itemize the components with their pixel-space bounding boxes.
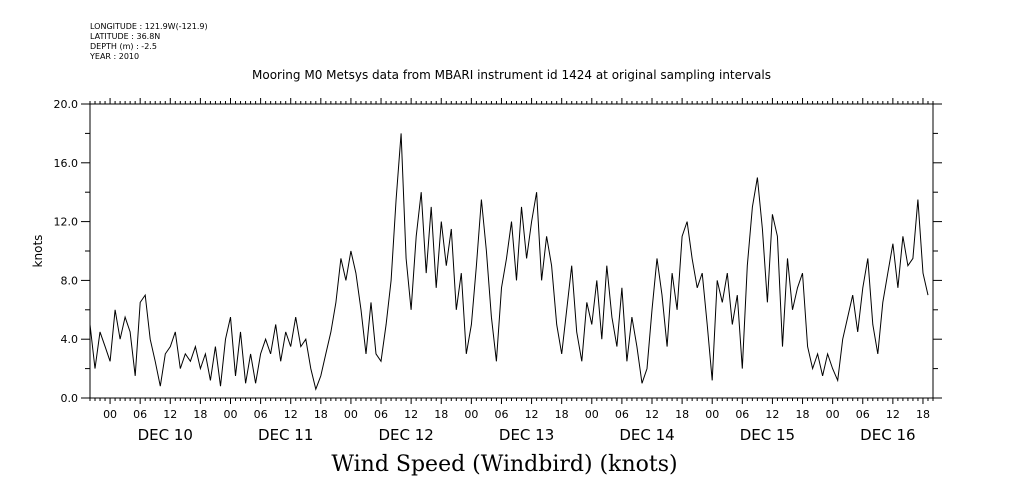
x-tick-label: 06 [133, 408, 147, 421]
day-label: DEC 11 [258, 426, 313, 444]
x-tick-label: 12 [404, 408, 418, 421]
year-label: YEAR : 2010 [90, 52, 140, 61]
day-label: DEC 12 [378, 426, 433, 444]
y-tick-label: 4.0 [61, 333, 79, 346]
x-tick-label: 18 [796, 408, 810, 421]
x-tick-label: 00 [464, 408, 478, 421]
x-tick-label: 18 [193, 408, 207, 421]
x-tick-label: 00 [705, 408, 719, 421]
x-tick-label: 00 [344, 408, 358, 421]
y-tick-label: 16.0 [54, 157, 79, 170]
wind-speed-series-line [89, 133, 929, 391]
x-tick-label: 12 [765, 408, 779, 421]
day-label: DEC 16 [860, 426, 915, 444]
x-tick-label: 06 [494, 408, 508, 421]
x-tick-label: 18 [916, 408, 930, 421]
latitude-label: LATITUDE : 36.8N [90, 32, 161, 41]
day-label: DEC 14 [619, 426, 674, 444]
day-label: DEC 13 [499, 426, 554, 444]
x-tick-label: 00 [103, 408, 117, 421]
x-tick-label: 12 [886, 408, 900, 421]
x-tick-label: 18 [675, 408, 689, 421]
x-tick-label: 00 [585, 408, 599, 421]
x-tick-label: 00 [224, 408, 238, 421]
chart-title: Mooring M0 Metsys data from MBARI instru… [252, 68, 771, 82]
x-tick-label: 18 [434, 408, 448, 421]
x-tick-label: 12 [284, 408, 298, 421]
y-tick-label: 12.0 [54, 216, 79, 229]
x-tick-label: 06 [615, 408, 629, 421]
y-tick-label: 8.0 [61, 274, 79, 287]
x-tick-label: 06 [254, 408, 268, 421]
y-tick-label: 0.0 [61, 392, 79, 405]
x-tick-label: 06 [735, 408, 749, 421]
x-tick-label: 12 [645, 408, 659, 421]
depth-label: DEPTH (m) : -2.5 [90, 42, 157, 51]
x-tick-label: 00 [826, 408, 840, 421]
figure-caption: Wind Speed (Windbird) (knots) [331, 452, 678, 477]
x-tick-label: 18 [314, 408, 328, 421]
longitude-label: LONGITUDE : 121.9W(-121.9) [90, 22, 208, 31]
x-tick-label: 06 [856, 408, 870, 421]
x-tick-label: 12 [525, 408, 539, 421]
day-label: DEC 15 [740, 426, 795, 444]
day-label: DEC 10 [138, 426, 193, 444]
x-tick-label: 18 [555, 408, 569, 421]
y-tick-label: 20.0 [54, 98, 79, 111]
x-tick-label: 12 [163, 408, 177, 421]
x-tick-label: 06 [374, 408, 388, 421]
metadata-block: LONGITUDE : 121.9W(-121.9) LATITUDE : 36… [90, 22, 208, 62]
y-axis-label: knots [31, 235, 45, 268]
